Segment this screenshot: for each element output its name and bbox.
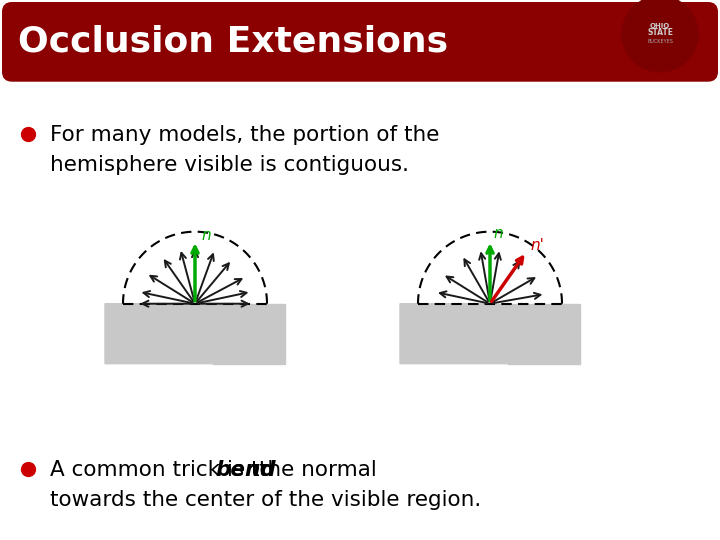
Circle shape [622, 0, 698, 72]
Polygon shape [190, 303, 285, 364]
Text: the normal: the normal [252, 460, 377, 480]
Polygon shape [105, 303, 213, 364]
Text: A common trick is to: A common trick is to [50, 460, 279, 480]
Text: bend: bend [215, 460, 276, 480]
Text: BUCKEYES: BUCKEYES [647, 39, 673, 44]
Polygon shape [400, 303, 508, 364]
Text: n: n [493, 226, 503, 241]
Text: n': n' [531, 238, 544, 253]
Text: Occlusion Extensions: Occlusion Extensions [18, 25, 448, 59]
Text: towards the center of the visible region.: towards the center of the visible region… [50, 490, 481, 510]
Text: For many models, the portion of the: For many models, the portion of the [50, 125, 439, 145]
FancyBboxPatch shape [2, 2, 718, 82]
Text: STATE: STATE [647, 29, 673, 37]
Polygon shape [485, 303, 580, 364]
Text: OHIO: OHIO [650, 23, 670, 29]
Text: n: n [201, 228, 211, 244]
Text: hemisphere visible is contiguous.: hemisphere visible is contiguous. [50, 154, 409, 175]
